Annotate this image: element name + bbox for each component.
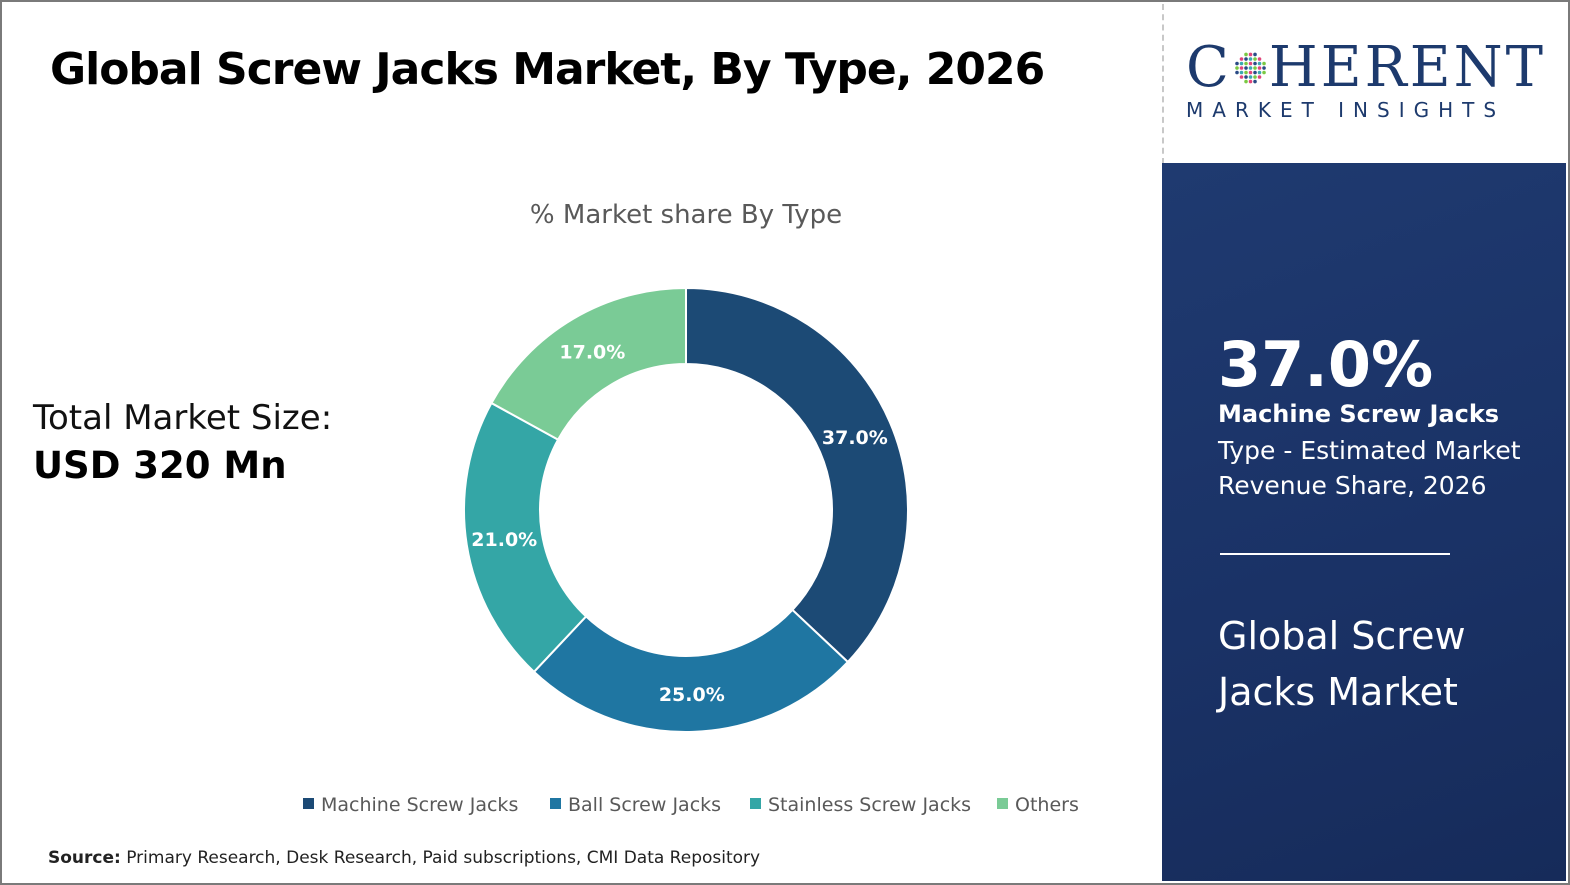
logo-wordmark: C HERENT — [1186, 40, 1546, 96]
logo-dot — [1244, 61, 1248, 66]
logo-dot — [1244, 75, 1248, 79]
logo-letters: HERENT — [1268, 35, 1546, 100]
logo-tagline: MARKET INSIGHTS — [1186, 98, 1506, 122]
logo-dot — [1248, 79, 1253, 84]
logo-dot — [1248, 66, 1253, 70]
logo-dot — [1244, 57, 1248, 61]
company-logo: C HERENT MARKET INSIGHTS — [1186, 40, 1546, 123]
logo-dot — [1257, 57, 1262, 61]
legend-swatch — [750, 798, 761, 809]
logo-dot — [1239, 70, 1244, 75]
legend-swatch — [997, 798, 1008, 809]
logo-dot — [1235, 61, 1239, 66]
logo-dot — [1253, 79, 1257, 84]
legend-swatch — [303, 798, 314, 809]
logo-dot — [1253, 57, 1257, 61]
legend-label: Stainless Screw Jacks — [768, 794, 971, 816]
logo-dot — [1244, 66, 1248, 70]
logo-letter-c: C — [1186, 35, 1232, 100]
legend-label: Ball Screw Jacks — [568, 794, 721, 816]
legend-item: Stainless Screw Jacks — [750, 794, 971, 816]
highlight-market-name: Global Screw Jacks Market — [1218, 614, 1466, 714]
logo-dots-icon — [1235, 52, 1266, 84]
logo-dot — [1262, 66, 1266, 70]
logo-dot — [1253, 61, 1257, 66]
logo-dot — [1248, 75, 1253, 79]
highlight-segment: Machine Screw Jacks — [1218, 400, 1500, 428]
logo-dot — [1257, 70, 1262, 75]
legend-item: Machine Screw Jacks — [303, 794, 518, 816]
logo-dot — [1239, 57, 1244, 61]
logo-dot — [1253, 52, 1257, 57]
donut-slice-machine-screw-jacks — [685, 286, 909, 664]
logo-dot — [1244, 70, 1248, 75]
logo-dot — [1244, 52, 1248, 57]
logo-dot — [1253, 66, 1257, 70]
total-market-label: Total Market Size: — [33, 398, 333, 438]
header-divider — [1162, 4, 1164, 164]
logo-dot — [1262, 61, 1266, 66]
logo-dot — [1239, 61, 1244, 66]
logo-dot — [1248, 57, 1253, 61]
source-prefix: Source: — [48, 848, 121, 868]
page-title: Global Screw Jacks Market, By Type, 2026 — [50, 44, 1045, 95]
legend-item: Others — [997, 794, 1079, 816]
slice-data-label: 25.0% — [659, 684, 725, 706]
logo-dot — [1235, 70, 1239, 75]
logo-dot — [1239, 66, 1244, 70]
logo-dot — [1239, 75, 1244, 79]
highlight-description: Type - Estimated Market Revenue Share, 2… — [1218, 436, 1521, 500]
donut-slice-others — [490, 286, 687, 442]
logo-dot — [1244, 79, 1248, 84]
total-market-value: USD 320 Mn — [33, 444, 287, 487]
logo-dot — [1253, 75, 1257, 79]
highlight-panel: 37.0% Machine Screw Jacks Type - Estimat… — [1162, 163, 1566, 881]
logo-dot — [1248, 70, 1253, 75]
chart-title: % Market share By Type — [530, 200, 842, 230]
logo-dot — [1257, 61, 1262, 66]
legend-label: Others — [1015, 794, 1079, 816]
logo-dot — [1253, 70, 1257, 75]
logo-dot — [1248, 52, 1253, 57]
slice-data-label: 37.0% — [822, 427, 888, 449]
logo-dot — [1262, 70, 1266, 75]
legend-item: Ball Screw Jacks — [550, 794, 721, 816]
legend-label: Machine Screw Jacks — [321, 794, 518, 816]
logo-dot — [1257, 75, 1262, 79]
legend-swatch — [550, 798, 561, 809]
logo-dot — [1248, 61, 1253, 66]
donut-chart: % Market share By Type 37.0% 25.0% 21.0% 17… — [303, 200, 1079, 816]
slice-data-label: 21.0% — [471, 529, 537, 551]
logo-dot — [1235, 66, 1239, 70]
source-text: Primary Research, Desk Research, Paid su… — [126, 848, 761, 868]
slice-data-label: 17.0% — [559, 342, 625, 364]
logo-dot — [1257, 66, 1262, 70]
highlight-percent: 37.0% — [1218, 328, 1434, 401]
donut-slice-ball-screw-jacks — [532, 608, 850, 733]
source-note: Source: Primary Research, Desk Research,… — [48, 848, 760, 868]
highlight-divider — [1220, 553, 1450, 555]
